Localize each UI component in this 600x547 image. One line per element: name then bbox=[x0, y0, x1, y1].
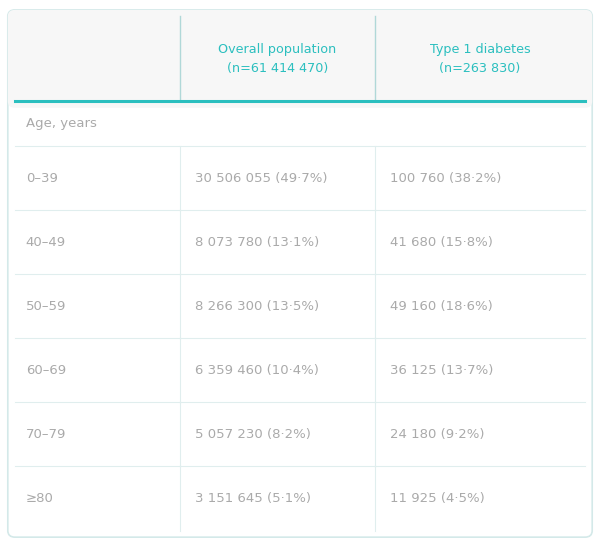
Text: 6 359 460 (10·4%): 6 359 460 (10·4%) bbox=[195, 364, 319, 377]
Text: ≥80: ≥80 bbox=[26, 492, 53, 505]
Text: 0–39: 0–39 bbox=[26, 172, 58, 184]
Text: 70–79: 70–79 bbox=[26, 428, 66, 441]
Text: 100 760 (38·2%): 100 760 (38·2%) bbox=[390, 172, 502, 184]
Text: 30 506 055 (49·7%): 30 506 055 (49·7%) bbox=[195, 172, 328, 184]
Text: 8 073 780 (13·1%): 8 073 780 (13·1%) bbox=[195, 236, 319, 249]
FancyBboxPatch shape bbox=[8, 10, 592, 537]
Text: Age, years: Age, years bbox=[26, 117, 97, 130]
Text: 8 266 300 (13·5%): 8 266 300 (13·5%) bbox=[195, 300, 319, 313]
Text: 60–69: 60–69 bbox=[26, 364, 66, 377]
FancyBboxPatch shape bbox=[8, 10, 592, 108]
Text: Overall population
(n=61 414 470): Overall population (n=61 414 470) bbox=[218, 43, 337, 74]
Text: 40–49: 40–49 bbox=[26, 236, 66, 249]
Text: 41 680 (15·8%): 41 680 (15·8%) bbox=[390, 236, 493, 249]
Text: 49 160 (18·6%): 49 160 (18·6%) bbox=[390, 300, 493, 313]
Text: 3 151 645 (5·1%): 3 151 645 (5·1%) bbox=[195, 492, 311, 505]
Text: 24 180 (9·2%): 24 180 (9·2%) bbox=[390, 428, 485, 441]
Text: 36 125 (13·7%): 36 125 (13·7%) bbox=[390, 364, 493, 377]
Text: 50–59: 50–59 bbox=[26, 300, 66, 313]
Text: 11 925 (4·5%): 11 925 (4·5%) bbox=[390, 492, 485, 505]
Text: Type 1 diabetes
(n=263 830): Type 1 diabetes (n=263 830) bbox=[430, 43, 530, 74]
Text: 5 057 230 (8·2%): 5 057 230 (8·2%) bbox=[195, 428, 311, 441]
